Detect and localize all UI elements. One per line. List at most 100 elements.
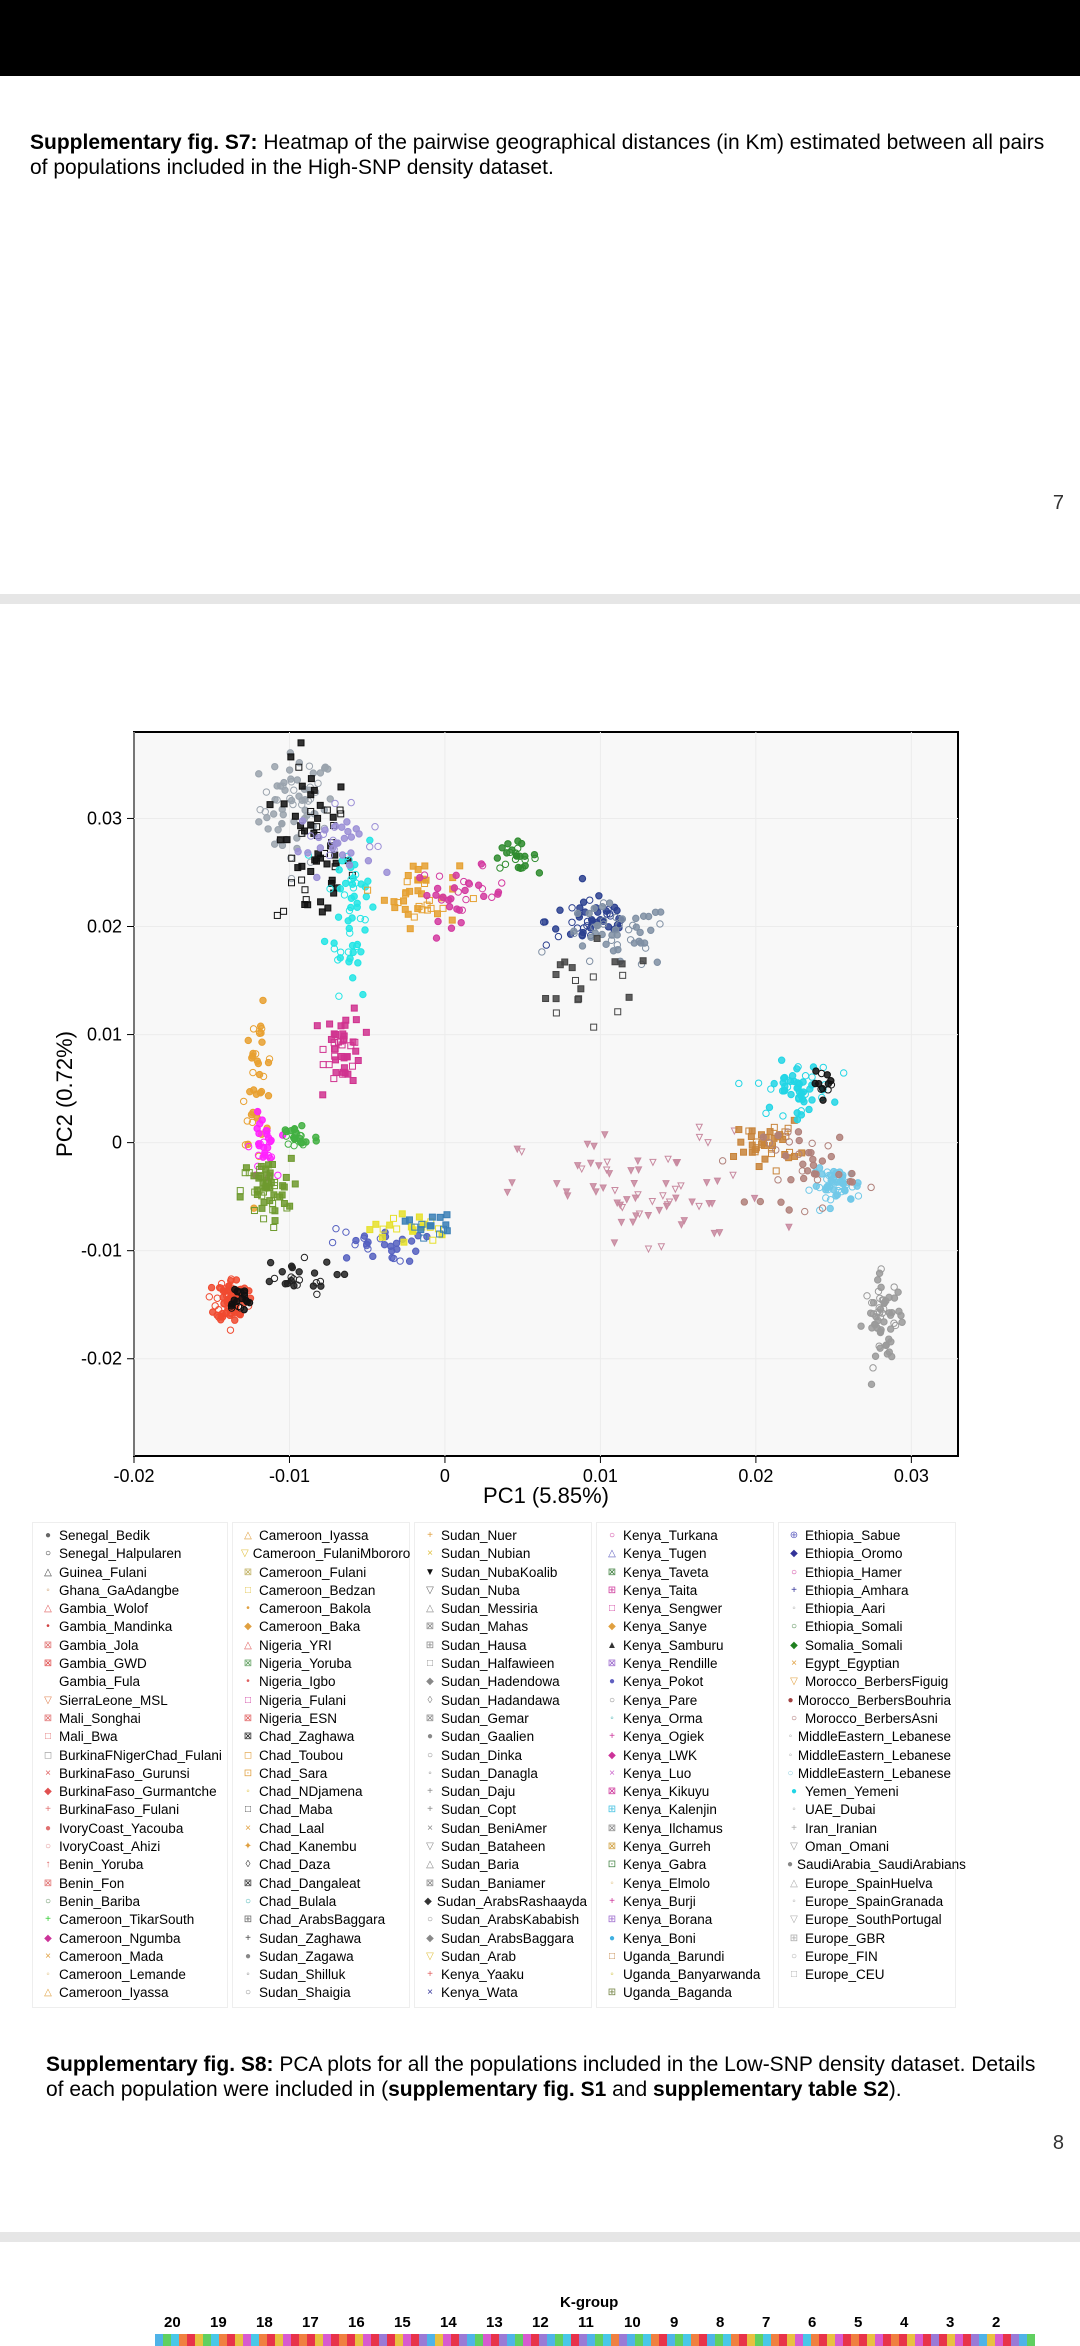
legend-label: BurkinaFaso_Gurunsi	[59, 1765, 190, 1781]
scatter-point	[589, 973, 597, 981]
scatter-point	[747, 1133, 755, 1141]
scatter-point	[333, 1270, 341, 1279]
k-group-strip-segment	[259, 2334, 267, 2346]
k-group-number: 19	[210, 2314, 227, 2331]
scatter-point	[244, 1036, 252, 1045]
scatter-point	[873, 1308, 882, 1317]
scatter-point	[627, 1167, 635, 1175]
legend-column: ● Senegal_Bedik ○ Senegal_Halpularen △ Guinea…	[32, 1522, 228, 2008]
scatter-point	[729, 1171, 737, 1180]
legend-label: Kenya_Taveta	[623, 1564, 709, 1580]
scatter-point	[613, 1199, 622, 1208]
scatter-point	[713, 1177, 722, 1186]
page-number-7: 7	[1052, 492, 1064, 514]
scatter-point	[284, 1140, 292, 1148]
scatter-point	[498, 879, 506, 887]
legend-item: ◆ Sudan_Hadendowa	[423, 1673, 587, 1691]
k-group-strip-segment	[467, 2334, 475, 2346]
scatter-point	[782, 1152, 790, 1160]
legend-item: ⊠ Mali_Songhai	[41, 1710, 223, 1728]
legend-item: ◦ Europe_SpainGranada	[787, 1893, 951, 1911]
scatter-point	[586, 1159, 595, 1168]
scatter-point	[248, 1054, 256, 1062]
legend-marker: ⊠	[425, 1712, 435, 1724]
scatter-point	[319, 1091, 327, 1099]
scatter-point	[552, 1009, 560, 1017]
legend-item: ▽ Sudan_Arab	[423, 1948, 587, 1966]
scatter-point	[273, 911, 281, 919]
scatter-point	[292, 1130, 301, 1138]
legend-marker: ◆	[426, 1676, 434, 1688]
k-group-strip-segment	[747, 2334, 755, 2346]
k-group-strip-segment	[643, 2334, 651, 2346]
k-group-strip-segment	[611, 2334, 619, 2346]
scatter-point	[278, 1268, 286, 1276]
y-axis-label: PC2 (0.72%)	[52, 1031, 77, 1157]
legend-item: ▲ Kenya_Samburu	[605, 1637, 769, 1655]
scatter-point	[630, 1180, 639, 1188]
legend-label: UAE_Dubai	[805, 1802, 876, 1818]
scatter-point	[286, 1202, 294, 1210]
legend-item: ⊠ Chad_Zaghawa	[241, 1728, 405, 1746]
legend-item: ▽ SierraLeone_MSL	[41, 1692, 223, 1710]
legend-marker: ×	[427, 1548, 433, 1560]
scatter-point	[754, 1079, 763, 1087]
scatter-point	[294, 847, 302, 856]
legend-column: + Sudan_Nuer × Sudan_Nubian ▼ Sudan_NubaKoali…	[414, 1522, 592, 2008]
scatter-point	[354, 959, 362, 967]
scatter-point	[766, 1128, 774, 1136]
legend-label: Sudan_Baria	[441, 1857, 520, 1873]
legend-label: Uganda_Barundi	[623, 1948, 725, 1964]
legend-item: ○ Kenya_Pare	[605, 1692, 769, 1710]
scatter-point	[632, 1212, 640, 1220]
scatter-point	[456, 862, 464, 870]
scatter-point	[405, 1216, 413, 1224]
k-group-strip-segment	[819, 2334, 827, 2346]
legend-marker: ●	[44, 1530, 52, 1541]
legend-marker: ⊠	[607, 1822, 617, 1834]
legend-item: ▽ Morocco_BerbersFiguig	[787, 1673, 951, 1691]
legend-item: ○ Ethiopia_Somali	[787, 1618, 951, 1636]
legend-marker: •	[46, 1621, 50, 1633]
legend-marker: □	[244, 1804, 252, 1816]
k-group-strip-segment	[883, 2334, 891, 2346]
legend-label: Chad_Toubou	[259, 1747, 344, 1763]
legend-label: Sudan_Hausa	[441, 1637, 527, 1653]
legend-label: Benin_Yoruba	[59, 1857, 144, 1873]
legend-item: × Egypt_Egyptian	[787, 1655, 951, 1673]
scatter-point	[314, 779, 322, 788]
legend-label: Kenya_Samburu	[623, 1637, 724, 1653]
scatter-point	[781, 1128, 789, 1136]
scatter-point	[632, 914, 640, 923]
legend-label: MiddleEastern_Lebanese	[797, 1729, 951, 1745]
scatter-point	[360, 1234, 368, 1242]
legend-label: Europe_SouthPortugal	[805, 1912, 942, 1928]
k-group-strip-segment	[299, 2334, 307, 2346]
chart-legend: ● Senegal_Bedik ○ Senegal_Halpularen △ Guinea…	[32, 1522, 966, 2008]
scatter-point	[401, 905, 409, 913]
scatter-point	[261, 1149, 269, 1157]
ticks-layer: -0.02 -0.01 0 0.01 0.02 0.03 -0.02 -0.01 0 0.01 0.…	[81, 808, 929, 1486]
legend-item: ◆ Kenya_Sanye	[605, 1618, 769, 1636]
legend-label: Kenya_Pare	[623, 1692, 698, 1708]
legend-marker: ⊠	[425, 1877, 435, 1889]
scatter-point	[239, 1097, 248, 1106]
k-group-strip-segment	[787, 2334, 795, 2346]
scatter-point	[279, 782, 287, 790]
scatter-point	[262, 1182, 270, 1190]
k-group-strip-segment	[811, 2334, 819, 2346]
legend-label: Europe_SpainHuelva	[805, 1875, 933, 1891]
k-group-strip-segment	[379, 2334, 387, 2346]
legend-item: ◦ Kenya_Elmolo	[605, 1875, 769, 1893]
k-group-strip-segment	[275, 2334, 283, 2346]
legend-item: ○ Senegal_Halpularen	[41, 1545, 223, 1563]
scatter-point	[260, 1215, 268, 1223]
scatter-point	[478, 884, 487, 893]
scatter-point	[335, 992, 343, 1000]
legend-label: Sudan_ArabsRashaayda	[436, 1893, 587, 1909]
scatter-point	[240, 1306, 248, 1314]
legend-item: ⊠ Kenya_Rendille	[605, 1655, 769, 1673]
legend-label: Kenya_LWK	[623, 1747, 698, 1763]
scatter-point	[704, 1139, 712, 1147]
k-group-strip-segment	[555, 2334, 563, 2346]
